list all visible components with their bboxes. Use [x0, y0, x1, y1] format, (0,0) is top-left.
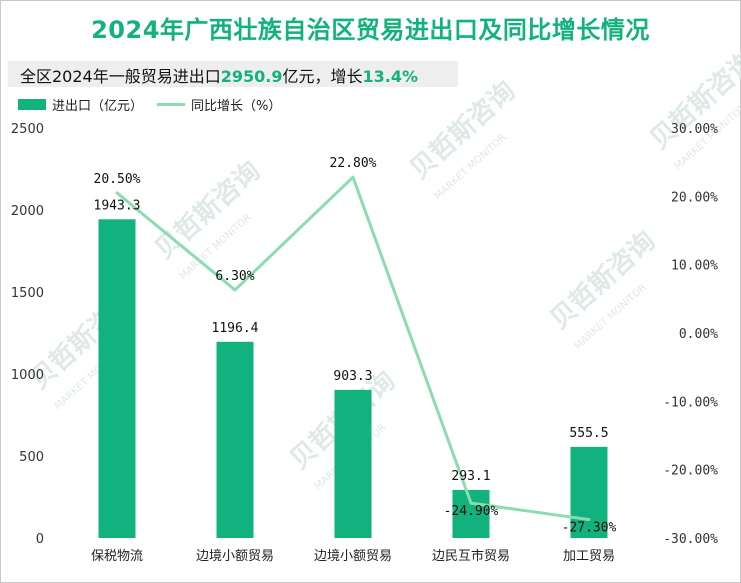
subtitle-amount: 2950.9	[220, 67, 283, 86]
line-value-label: -24.90%	[444, 504, 499, 519]
chart-legend: 进出口（亿元） 同比增长（%）	[18, 95, 282, 114]
y-left-tick-label: 2000	[11, 204, 44, 219]
bar	[216, 341, 254, 538]
line-point	[233, 288, 237, 292]
bar-value-label: 1196.4	[212, 321, 259, 336]
y-left-tick-label: 500	[19, 450, 44, 465]
x-tick-label: 边境小额贸易	[196, 549, 274, 564]
subtitle-mid: 亿元，增长	[282, 67, 363, 86]
legend-line-swatch	[157, 103, 186, 106]
legend-bar-swatch	[18, 99, 46, 110]
y-right-tick-label: -30.00%	[663, 532, 718, 547]
y-right-tick-label: -20.00%	[663, 464, 718, 479]
bar-value-label: 555.5	[569, 426, 608, 441]
legend-line-label: 同比增长（%）	[191, 99, 282, 114]
y-left-tick-label: 0	[36, 532, 44, 547]
subtitle-background	[8, 61, 458, 87]
y-right-tick-label: 30.00%	[671, 122, 718, 137]
line-point	[469, 501, 473, 505]
bar-value-label: 1943.3	[94, 198, 141, 213]
bar-value-label: 293.1	[451, 469, 490, 484]
line-value-label: 20.50%	[94, 172, 141, 187]
y-left-tick-label: 2500	[11, 122, 44, 137]
watermark-cn: 贝哲斯咨询	[644, 45, 741, 155]
bar	[334, 389, 372, 538]
line-value-label: -27.30%	[562, 521, 617, 536]
y-right-tick-label: -10.00%	[663, 395, 718, 410]
chart-title: 2024年广西壮族自治区贸易进出口及同比增长情况	[91, 16, 650, 44]
y-right-tick-label: 20.00%	[671, 190, 718, 205]
line-point	[587, 518, 591, 522]
subtitle-growth: 13.4%	[362, 67, 419, 86]
subtitle-prefix: 全区2024年一般贸易进出口	[20, 67, 221, 86]
chart-subtitle: 全区2024年一般贸易进出口2950.9亿元，增长13.4%	[20, 63, 418, 87]
x-tick-label: 保税物流	[91, 549, 143, 564]
bar	[98, 219, 136, 538]
line-value-label: 22.80%	[330, 156, 377, 171]
x-tick-label: 边民互市贸易	[432, 548, 510, 564]
line-point	[115, 191, 119, 195]
x-tick-label: 加工贸易	[563, 549, 615, 564]
x-tick-label: 边境小额贸易	[314, 549, 392, 564]
y-right-tick-label: 0.00%	[679, 327, 718, 342]
bar	[570, 446, 608, 538]
line-value-label: 6.30%	[215, 269, 254, 284]
bar	[452, 489, 490, 538]
y-right-tick-label: 10.00%	[671, 259, 718, 274]
y-left-tick-label: 1500	[11, 286, 44, 301]
legend-bar-label: 进出口（亿元）	[52, 99, 144, 114]
bar-value-label: 903.3	[333, 369, 372, 384]
y-left-tick-label: 1000	[11, 368, 44, 383]
line-point	[351, 175, 355, 179]
